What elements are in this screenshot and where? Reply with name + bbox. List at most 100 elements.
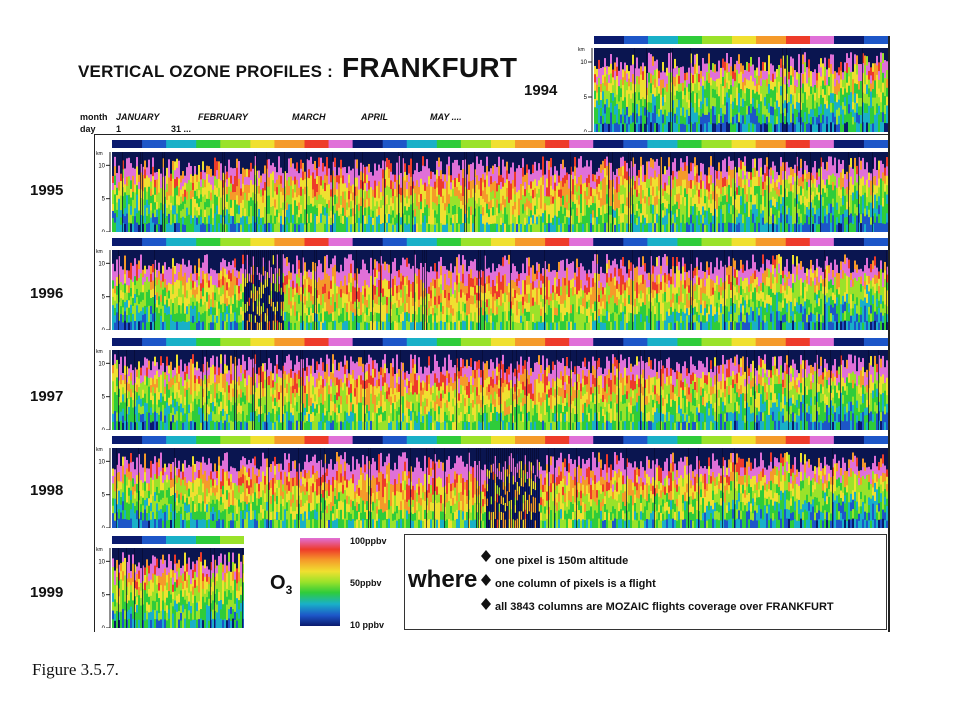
- ozone-pixel: [726, 209, 728, 218]
- ozone-pixel: [606, 194, 608, 205]
- ozone-pixel: [822, 197, 824, 207]
- ozone-pixel: [842, 178, 844, 188]
- ozone-pixel: [408, 181, 410, 191]
- ozone-pixel: [328, 208, 330, 217]
- ozone-pixel: [522, 195, 524, 205]
- ozone-pixel: [624, 223, 626, 232]
- ozone-pixel: [158, 216, 160, 225]
- ozone-pixel: [688, 91, 690, 101]
- ozone-pixel: [414, 201, 416, 210]
- ozone-pixel: [636, 113, 638, 124]
- ozone-pixel: [410, 213, 412, 224]
- ozone-pixel: [732, 94, 734, 103]
- ozone-pixel: [722, 95, 724, 105]
- ozone-pixel: [582, 167, 584, 177]
- ozone-pixel: [866, 103, 868, 114]
- ozone-pixel: [692, 163, 694, 173]
- ozone-pixel: [638, 169, 640, 179]
- ozone-pixel: [788, 101, 790, 110]
- ozone-pixel: [882, 62, 884, 74]
- ozone-pixel: [568, 217, 570, 226]
- ozone-pixel: [752, 213, 754, 224]
- ozone-pixel: [458, 198, 460, 208]
- flight-column: [808, 59, 810, 132]
- ozone-pixel: [820, 67, 822, 78]
- ozone-pixel: [574, 213, 576, 224]
- ozone-pixel: [562, 222, 564, 232]
- ozone-pixel: [428, 184, 430, 193]
- ozone-pixel: [156, 194, 158, 203]
- ozone-pixel: [120, 180, 122, 189]
- ozone-pixel: [704, 174, 706, 183]
- ozone-pixel: [776, 69, 778, 78]
- flight-column: [772, 65, 774, 132]
- ozone-pixel: [874, 80, 876, 90]
- ozone-pixel: [502, 168, 504, 179]
- ozone-pixel: [832, 54, 834, 65]
- ozone-pixel: [190, 198, 192, 208]
- ozone-pixel: [860, 187, 862, 197]
- gap-line: [354, 152, 355, 232]
- ozone-pixel: [216, 205, 218, 215]
- ozone-pixel: [248, 224, 250, 232]
- ozone-pixel: [858, 81, 860, 91]
- flight-column: [666, 67, 668, 132]
- ozone-pixel: [190, 174, 192, 183]
- ozone-pixel: [190, 165, 192, 175]
- flight-column: [664, 166, 666, 232]
- ozone-pixel: [468, 173, 470, 182]
- ozone-pixel: [208, 182, 210, 192]
- flight-column: [626, 162, 628, 232]
- ozone-pixel: [772, 187, 774, 198]
- ozone-pixel: [520, 208, 522, 217]
- ozone-pixel: [808, 122, 810, 132]
- flight-column: [690, 162, 692, 232]
- ozone-pixel: [750, 75, 752, 86]
- ozone-pixel: [716, 186, 718, 195]
- ozone-pixel: [150, 210, 152, 219]
- ozone-pixel: [262, 173, 264, 182]
- ozone-pixel: [452, 214, 454, 224]
- ozone-pixel: [880, 82, 882, 93]
- ozone-pixel: [198, 173, 200, 183]
- ozone-pixel: [428, 168, 430, 177]
- day-strip-cell: [857, 140, 865, 148]
- ozone-pixel: [130, 214, 132, 224]
- ozone-pixel: [772, 123, 774, 132]
- ozone-pixel: [288, 222, 290, 232]
- gap-line: [464, 152, 465, 232]
- ozone-pixel: [778, 196, 780, 205]
- flight-column: [146, 167, 148, 232]
- ozone-pixel: [202, 214, 204, 224]
- ozone-pixel: [784, 76, 786, 85]
- ozone-pixel: [270, 223, 272, 232]
- ozone-pixel: [816, 217, 818, 226]
- ozone-pixel: [638, 224, 640, 232]
- ozone-pixel: [754, 213, 756, 224]
- ozone-pixel: [230, 167, 232, 177]
- ozone-pixel: [568, 224, 570, 232]
- ozone-pixel: [572, 194, 574, 203]
- ozone-pixel: [500, 181, 502, 190]
- ozone-pixel: [816, 224, 818, 232]
- ozone-pixel: [440, 223, 442, 232]
- ozone-pixel: [358, 203, 360, 212]
- ozone-pixel: [664, 102, 666, 111]
- ozone-pixel: [586, 205, 588, 215]
- ozone-pixel: [212, 182, 214, 191]
- ozone-pixel: [188, 214, 190, 224]
- ozone-pixel: [790, 207, 792, 217]
- ozone-pixel: [772, 161, 774, 171]
- ozone-pixel: [730, 103, 732, 114]
- ozone-pixel: [264, 173, 266, 183]
- ozone-pixel: [214, 213, 216, 224]
- ozone-pixel: [634, 172, 636, 182]
- flight-column: [382, 160, 384, 232]
- ozone-pixel: [806, 165, 808, 175]
- ozone-pixel: [406, 203, 408, 212]
- ozone-pixel: [722, 160, 724, 170]
- flight-column: [596, 171, 598, 232]
- ozone-pixel: [326, 185, 328, 196]
- ozone-pixel: [310, 175, 312, 186]
- ozone-pixel: [128, 157, 130, 168]
